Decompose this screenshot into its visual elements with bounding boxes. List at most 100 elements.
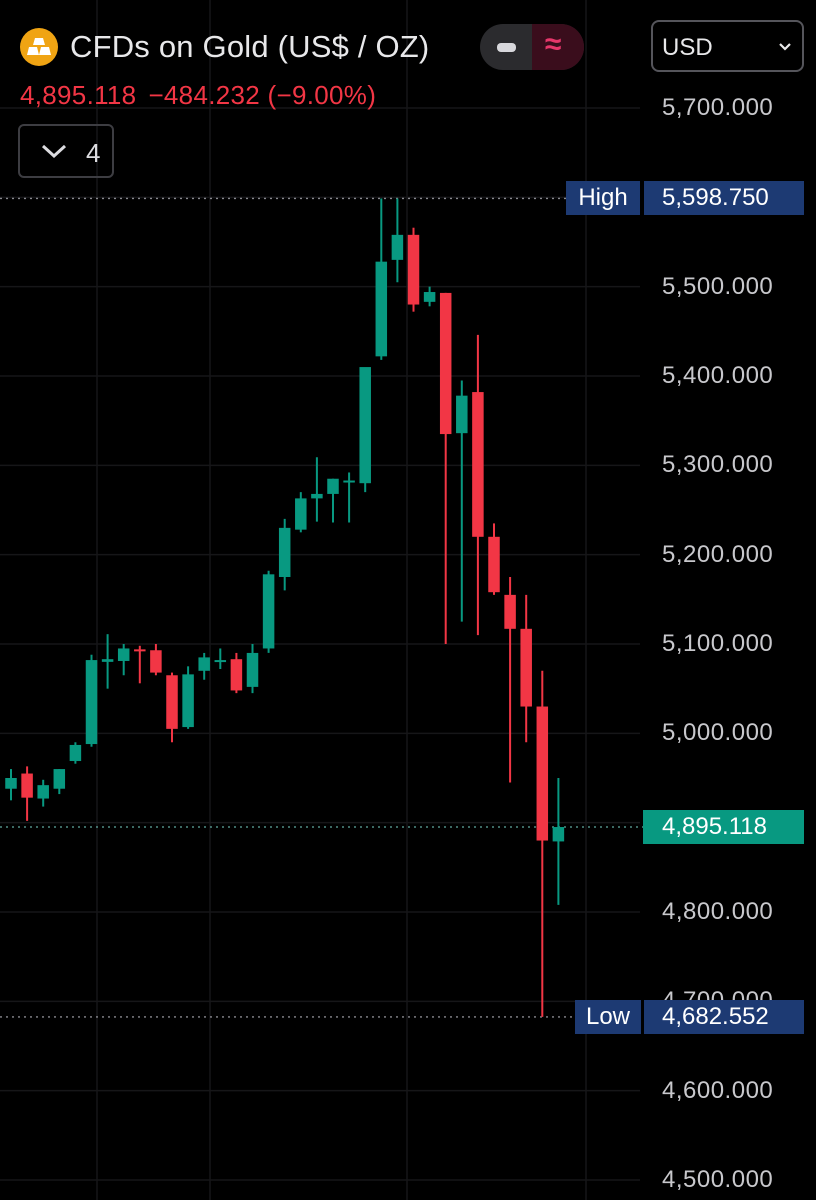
chevron-down-icon	[779, 43, 791, 51]
candle-body	[182, 674, 194, 728]
price-change: −484.232 (−9.00%)	[148, 80, 377, 110]
candle-body	[53, 769, 66, 789]
symbol-header[interactable]: CFDs on Gold (US$ / OZ)	[20, 24, 429, 70]
candle[interactable]	[407, 227, 420, 312]
candle-body	[5, 778, 17, 789]
candle[interactable]	[134, 645, 146, 684]
candle[interactable]	[456, 380, 468, 622]
last-price: 4,895.118	[20, 80, 137, 110]
low-label-tag: Low	[575, 999, 641, 1034]
candle[interactable]	[246, 644, 259, 694]
candle-body	[552, 827, 565, 842]
candle[interactable]	[21, 766, 33, 821]
candle-body	[166, 675, 178, 729]
candle-body	[198, 657, 210, 671]
candle-body	[456, 395, 468, 434]
candle[interactable]	[101, 634, 114, 689]
candle-body	[85, 660, 98, 745]
candle[interactable]	[359, 367, 371, 493]
candle-body	[69, 744, 82, 762]
candle[interactable]	[295, 492, 307, 533]
dash-icon[interactable]	[480, 24, 532, 70]
candle[interactable]	[166, 672, 178, 743]
candle-body	[262, 574, 275, 649]
candle[interactable]	[278, 518, 291, 591]
high-value-tag: 5,598.750	[644, 181, 804, 216]
candle[interactable]	[69, 742, 82, 764]
indicator-count: 4	[86, 138, 101, 168]
candle[interactable]	[504, 577, 516, 783]
candle-body	[134, 649, 146, 652]
candle-body	[327, 478, 339, 494]
candle-body	[117, 648, 130, 661]
candle[interactable]	[214, 648, 227, 670]
candle-body	[37, 785, 49, 799]
candlestick-series	[5, 198, 565, 1017]
chart-grid	[0, 0, 640, 1200]
candle-body	[520, 628, 532, 707]
price-axis-label: 5,400.000	[662, 362, 774, 389]
candle[interactable]	[230, 652, 243, 694]
chevron-down-icon	[41, 144, 67, 159]
candle[interactable]	[311, 457, 323, 522]
currency-value: USD	[662, 34, 713, 61]
wave-icon[interactable]: ≈	[532, 24, 584, 70]
low-value-tag: 4,682.552	[644, 999, 804, 1034]
candle-body	[278, 527, 291, 577]
candle-body	[375, 261, 388, 357]
candle[interactable]	[472, 334, 484, 636]
candle[interactable]	[37, 779, 49, 807]
candle[interactable]	[423, 286, 436, 307]
candle[interactable]	[488, 523, 500, 595]
candle-body	[295, 498, 307, 530]
candle[interactable]	[375, 198, 388, 360]
candle[interactable]	[117, 644, 130, 676]
price-axis-label: 4,500.000	[662, 1166, 774, 1193]
candle[interactable]	[552, 778, 565, 905]
candle-body	[343, 480, 355, 483]
candle-body	[439, 292, 452, 435]
candle[interactable]	[439, 292, 452, 644]
candle-body	[150, 650, 162, 673]
candle[interactable]	[5, 769, 17, 801]
candle[interactable]	[391, 198, 404, 283]
price-axis-label: 5,700.000	[662, 94, 774, 121]
candle[interactable]	[343, 472, 355, 523]
candle-body	[536, 706, 549, 841]
candle[interactable]	[520, 594, 532, 743]
price-axis-label: 5,500.000	[662, 272, 774, 300]
price-axis-label: 4,600.000	[662, 1076, 774, 1104]
candle-body	[230, 659, 243, 691]
indicators-toggle-button[interactable]: 4	[18, 124, 114, 178]
price-axis-label: 5,200.000	[662, 540, 774, 568]
candle-body	[21, 773, 33, 798]
gold-bars-icon	[20, 28, 58, 66]
chart-mode-toggle[interactable]: ≈	[480, 24, 584, 70]
high-value: 5,598.750	[662, 184, 769, 212]
price-axis-label: 4,800.000	[662, 898, 774, 925]
candle-body	[423, 292, 436, 302]
candle[interactable]	[85, 654, 98, 747]
currency-select[interactable]: USD	[651, 20, 804, 72]
candle[interactable]	[536, 670, 549, 1017]
candle[interactable]	[198, 652, 210, 680]
candle-body	[391, 234, 404, 260]
candle-body	[311, 493, 323, 499]
candle-body	[359, 367, 371, 484]
high-label-tag: High	[566, 181, 640, 216]
last-price-tag-value: 4,895.118	[662, 813, 767, 841]
candle-body	[101, 659, 114, 662]
candle[interactable]	[53, 769, 66, 795]
low-value: 4,682.552	[662, 1002, 769, 1030]
last-price-tag: 4,895.118	[643, 810, 804, 845]
symbol-title: CFDs on Gold (US$ / OZ)	[70, 29, 430, 64]
candle-body	[407, 234, 420, 305]
price-axis-label: 5,100.000	[662, 630, 774, 657]
low-label: Low	[585, 1002, 631, 1030]
candle[interactable]	[262, 570, 275, 653]
candle[interactable]	[150, 644, 162, 676]
candle[interactable]	[182, 666, 194, 729]
price-axis-label: 5,000.000	[662, 719, 774, 747]
candle[interactable]	[327, 478, 339, 523]
